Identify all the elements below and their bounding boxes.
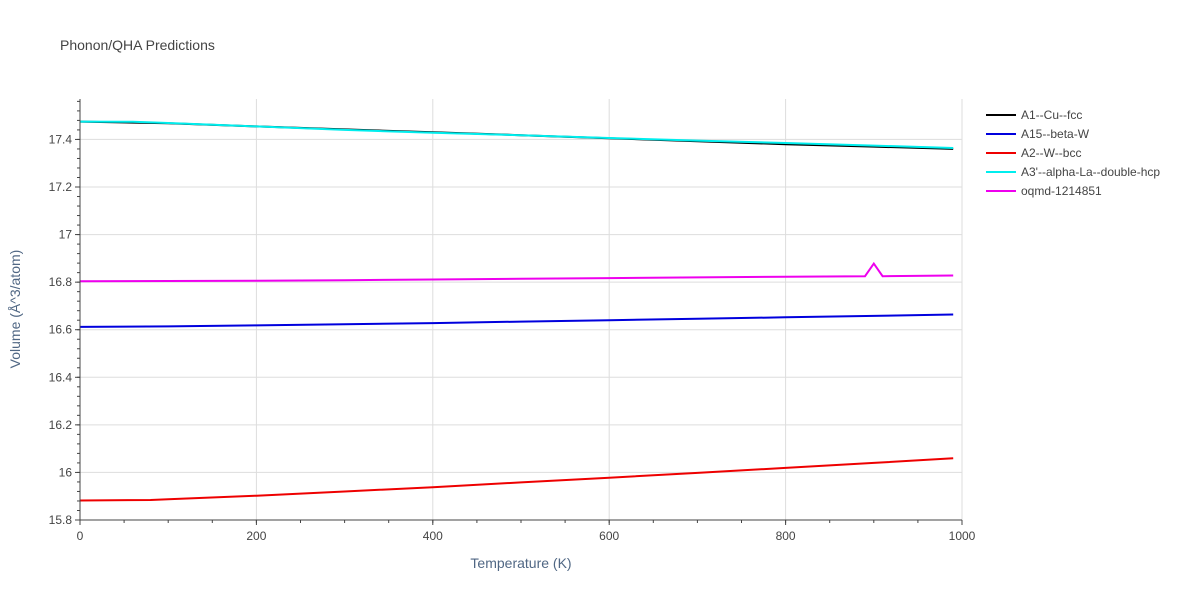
series-lines (79, 120, 954, 502)
grid (80, 99, 963, 521)
legend-label: A2--W--bcc (1021, 146, 1081, 160)
legend-label: A15--beta-W (1021, 127, 1090, 141)
y-tick-label: 17.2 (49, 180, 73, 194)
series-line-a2-w-bcc (79, 457, 954, 502)
y-tick-label: 17.4 (49, 132, 73, 146)
x-tick-label: 200 (246, 529, 266, 543)
y-axis-title: Volume (Å^3/atom) (7, 250, 23, 369)
x-tick-label: 0 (77, 529, 84, 543)
series-line-a3-alpha-la-double-hcp (79, 120, 954, 149)
y-tick-label: 15.8 (49, 513, 73, 527)
y-tick-label: 16 (59, 465, 73, 479)
series-line-a15-beta-w (79, 313, 954, 328)
y-tick-label: 16.6 (49, 323, 73, 337)
legend-label: A1--Cu--fcc (1021, 108, 1082, 122)
x-tick-label: 800 (776, 529, 796, 543)
chart-title: Phonon/QHA Predictions (60, 37, 215, 53)
y-tick-label: 16.2 (49, 418, 73, 432)
y-tick-label: 17 (59, 228, 73, 242)
y-tick-label: 16.8 (49, 275, 73, 289)
legend-label: oqmd-1214851 (1021, 184, 1102, 198)
legend: A1--Cu--fcc A15--beta-W A2--W--bcc A3'--alp… (986, 108, 1160, 198)
legend-label: A3'--alpha-La--double-hcp (1021, 165, 1160, 179)
x-tick-label: 1000 (949, 529, 976, 543)
series-line-oqmd-1214851 (79, 261, 954, 283)
y-tick-label: 16.4 (49, 370, 73, 384)
axes: 0 200 400 600 800 1000 15.8 16 16.2 16.4 16.6 16.8 1… (49, 99, 976, 543)
x-tick-label: 600 (599, 529, 619, 543)
x-tick-label: 400 (423, 529, 443, 543)
x-axis-title: Temperature (K) (470, 555, 571, 571)
